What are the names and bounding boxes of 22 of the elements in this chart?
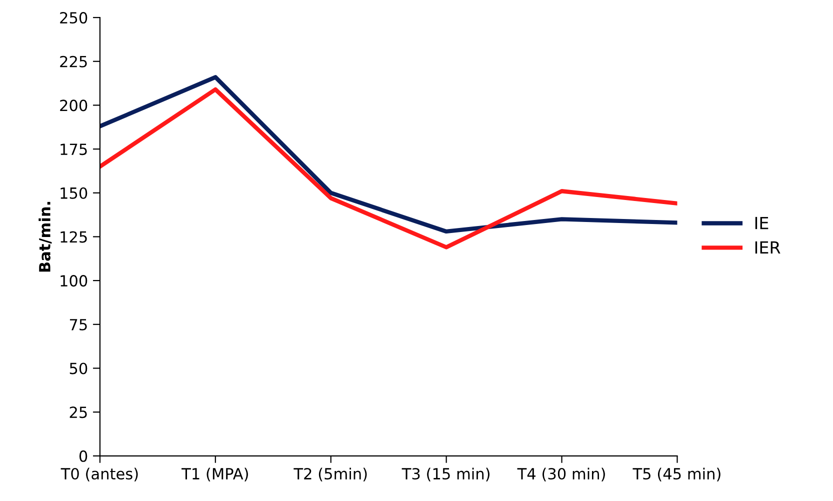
line-series <box>100 87 678 250</box>
y-tick-label: 50 <box>70 362 88 374</box>
x-tick-label: T5 (45 min) <box>632 468 720 482</box>
y-tick-label: 200 <box>60 100 88 112</box>
x-tick-label: T3 (15 min) <box>402 468 490 482</box>
line-series <box>100 75 678 234</box>
y-tick-label: 100 <box>60 275 88 287</box>
y-tick-label: 175 <box>60 144 87 156</box>
y-tick-label: 250 <box>60 12 88 24</box>
legend-label: IE <box>755 216 768 230</box>
x-tick-label: T1 (MPA) <box>182 468 248 482</box>
y-tick-label: 75 <box>70 319 87 330</box>
y-tick-label: 25 <box>70 406 87 418</box>
y-tick-label: 125 <box>60 231 87 243</box>
y-axis-title: Bat/min. <box>38 202 52 272</box>
x-tick-label: T4 (30 min) <box>517 468 605 482</box>
x-tick-label: T2 (5min) <box>294 468 367 482</box>
y-tick-label: 225 <box>60 56 87 68</box>
legend-label: IER <box>755 241 780 254</box>
y-tick-label: 150 <box>60 187 88 199</box>
x-tick-label: T0 (antes) <box>60 468 138 482</box>
y-tick-label: 0 <box>79 450 88 462</box>
